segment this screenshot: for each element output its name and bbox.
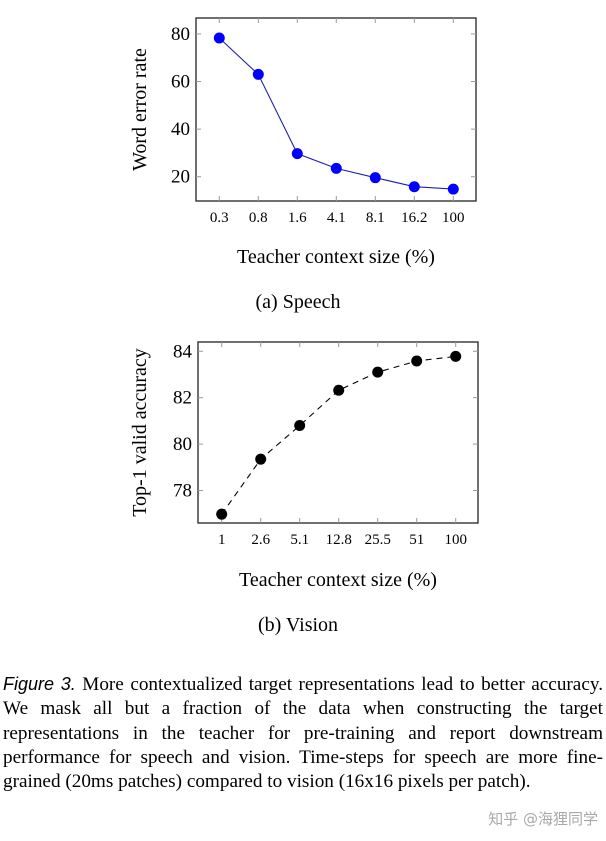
vision-xtick-label: 2.6 (251, 532, 270, 548)
caption-label: Figure 3. (3, 674, 76, 694)
speech-xtick-label: 0.8 (249, 210, 268, 226)
speech-ytick-label: 20 (171, 167, 190, 188)
speech-xtick-label: 16.2 (401, 210, 427, 226)
vision-ytick-label: 84 (173, 341, 193, 362)
speech-ytick-label: 80 (171, 24, 190, 45)
speech-xtick-label: 0.3 (210, 210, 229, 226)
speech-subfigure-caption: (a) Speech (256, 291, 341, 313)
vision-axes-frame (197, 341, 479, 524)
speech-ytick-label: 60 (171, 72, 190, 93)
vision-series-line (221, 355, 456, 515)
speech-xtick-label: 1.6 (288, 210, 307, 226)
vision-xtick-label: 51 (409, 532, 424, 548)
vision-xtick-label: 100 (444, 532, 467, 548)
watermark: 知乎 @海狸同学 (488, 810, 598, 828)
speech-xtick-label: 8.1 (366, 210, 385, 226)
speech-data-point (291, 148, 303, 160)
vision-subfigure-caption: (b) Vision (258, 614, 338, 636)
figure-charts: 20 40 60 80 0.3 0.8 1.6 4.1 8.1 16.2 100 Teacher co… (129, 17, 479, 636)
vision-data-point (255, 453, 267, 465)
vision-data-point (372, 366, 384, 378)
vision-xtick-label: 25.5 (365, 532, 391, 548)
vision-xtick-label: 12.8 (326, 532, 352, 548)
speech-data-point (447, 183, 459, 195)
speech-data-point (408, 181, 420, 193)
vision-ytick-label: 82 (173, 388, 192, 409)
vision-x-axis-label: Teacher context size (%) (239, 569, 437, 591)
speech-ytick-label: 40 (171, 119, 190, 140)
speech-data-point (252, 68, 264, 80)
speech-data-point (330, 162, 342, 174)
speech-data-point (369, 172, 381, 184)
vision-ytick-label: 78 (173, 481, 192, 502)
vision-data-point (450, 350, 462, 362)
speech-data-point (213, 32, 225, 44)
vision-data-point (411, 355, 423, 367)
vision-y-axis-label: Top-1 valid accuracy (129, 348, 151, 517)
vision-data-point (294, 420, 306, 432)
speech-y-axis-label: Word error rate (129, 48, 151, 171)
speech-xtick-label: 4.1 (327, 210, 346, 226)
vision-xtick-label: 5.1 (290, 532, 309, 548)
vision-xtick-label: 1 (218, 532, 226, 548)
caption-text: More contextualized target representatio… (3, 674, 603, 793)
vision-data-point (216, 508, 228, 520)
speech-x-axis-label: Teacher context size (%) (237, 246, 435, 268)
vision-ytick-label: 80 (173, 434, 192, 455)
speech-xtick-label: 100 (442, 210, 465, 226)
figure-caption: Figure 3. More contextualized target rep… (3, 672, 603, 794)
vision-data-point (333, 384, 345, 396)
